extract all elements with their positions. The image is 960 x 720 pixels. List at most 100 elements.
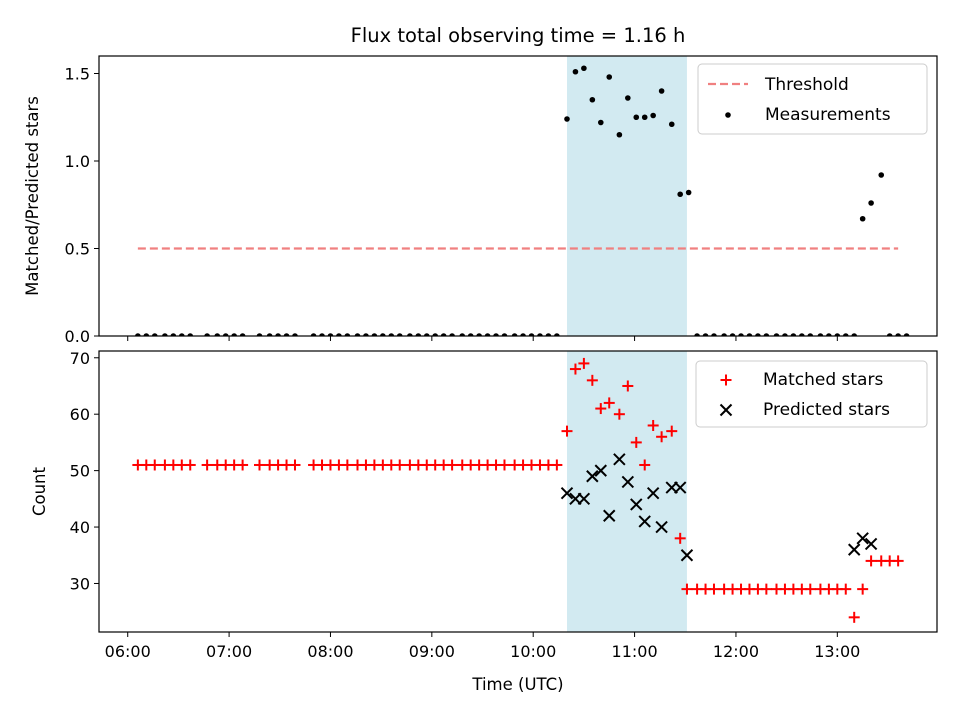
measurement-point: [520, 333, 526, 336]
matched-star-point: [289, 459, 301, 471]
bottom-y-tick-label: 50: [70, 462, 90, 481]
measurement-point: [143, 333, 150, 336]
top-frame: [98, 55, 938, 337]
predicted-star-point-b: [586, 470, 599, 483]
matched-star-point: [630, 436, 642, 448]
bottom-plot-area: 30 40 50 60 70 06:00 07:00 08:00 09:00 10:00 11:00…: [70, 349, 938, 661]
measurement-point: [755, 333, 761, 336]
matched-star-point: [254, 459, 266, 471]
measurement-point: [878, 172, 885, 178]
measurement-point: [782, 333, 788, 336]
measurement-point: [151, 333, 158, 336]
predicted-star-point-b: [856, 532, 869, 545]
measurement-point: [711, 333, 717, 336]
measurement-point: [266, 333, 273, 336]
bottom-x-tick-label: 11:00: [612, 642, 658, 661]
matched-stars-legend-label: Matched stars: [763, 370, 883, 390]
measurement-point: [537, 333, 543, 336]
measurement-point: [633, 114, 640, 121]
measurement-point: [658, 88, 665, 94]
measurement-point: [275, 333, 281, 336]
bottom-x-tick-label: 09:00: [409, 642, 455, 661]
measurement-point: [283, 333, 290, 336]
bottom-x-tick-label: 07:00: [206, 642, 252, 661]
matched-star-point: [561, 425, 573, 437]
matched-star-point: [613, 408, 625, 420]
measurement-point: [851, 333, 858, 336]
matched-star-point: [804, 583, 816, 595]
matched-star-point: [341, 459, 353, 471]
measurement-point: [440, 333, 447, 336]
measurement-point: [903, 333, 910, 336]
top-legend-box: [697, 63, 928, 135]
predicted-star-point: [848, 543, 861, 556]
measurement-point: [256, 333, 263, 336]
matched-star-point: [586, 374, 598, 386]
measurement-point: [204, 333, 210, 336]
predicted-star-point: [680, 549, 694, 562]
measurement-point: [729, 333, 736, 336]
bottom-y-tick-label: 40: [70, 518, 90, 537]
predicted-stars-series: [560, 453, 878, 562]
measurement-point: [564, 116, 570, 122]
measurement-point: [449, 333, 455, 336]
measurement-point: [214, 333, 221, 336]
matched-star-point: [622, 380, 634, 392]
predicted-star-point: [856, 532, 869, 545]
matched-star-point: [394, 459, 406, 471]
predicted-star-point: [655, 520, 668, 534]
matched-star-point: [760, 583, 772, 595]
measurements-series: [135, 65, 910, 336]
predicted-star-point-b: [594, 464, 607, 477]
matched-star-point: [674, 532, 686, 544]
measurement-point: [702, 333, 709, 336]
predicted-star-point: [586, 470, 599, 483]
matched-star-point: [595, 403, 607, 415]
matched-star-point: [840, 583, 852, 595]
measurement-point: [415, 333, 422, 336]
predicted-star-point-b: [560, 486, 574, 500]
x-axis-label: Time (UTC): [471, 675, 563, 694]
matched-star-point: [446, 459, 458, 471]
measurement-point: [616, 131, 623, 138]
measurement-point: [625, 95, 631, 101]
predicted-stars-legend-swatch: [719, 403, 733, 417]
bottom-x-tick-label: 13:00: [814, 642, 860, 661]
measurement-point: [354, 333, 361, 336]
measurement-point: [467, 333, 474, 336]
matched-star-point: [603, 397, 615, 409]
measurement-point: [501, 333, 508, 336]
measurement-point: [388, 333, 395, 336]
measurement-point: [484, 333, 491, 336]
predicted-star-point-b: [603, 509, 616, 522]
matched-star-point: [656, 431, 668, 443]
top-y-tick-label: 0.0: [65, 327, 90, 346]
chart-title: Flux total observing time = 1.16 h: [351, 24, 686, 47]
measurement-point: [572, 68, 579, 75]
matched-star-point: [848, 611, 860, 623]
measurements-legend-label: Measurements: [765, 105, 891, 125]
bottom-x-tick-label: 12:00: [713, 642, 759, 661]
measurement-point: [589, 96, 596, 103]
predicted-star-point-b: [680, 549, 694, 562]
measurement-point: [773, 333, 780, 336]
measurement-point: [493, 333, 499, 336]
measurement-point: [685, 189, 692, 196]
bottom-x-tick-label: 08:00: [307, 642, 353, 661]
matched-star-point: [708, 583, 720, 595]
measurement-point: [178, 333, 185, 336]
measurement-point: [363, 333, 369, 336]
predicted-star-point-b: [638, 515, 651, 528]
measurement-point: [371, 333, 378, 336]
measurement-point: [763, 333, 770, 336]
matched-star-point: [498, 459, 510, 471]
measurement-point: [650, 112, 656, 119]
measurement-point: [327, 333, 334, 336]
matched-stars-series: [132, 357, 904, 623]
predicted-star-point: [560, 486, 574, 500]
measurement-point: [187, 333, 194, 336]
measurement-point: [319, 333, 325, 336]
predicted-star-point: [577, 492, 591, 506]
measurement-point: [396, 333, 403, 336]
